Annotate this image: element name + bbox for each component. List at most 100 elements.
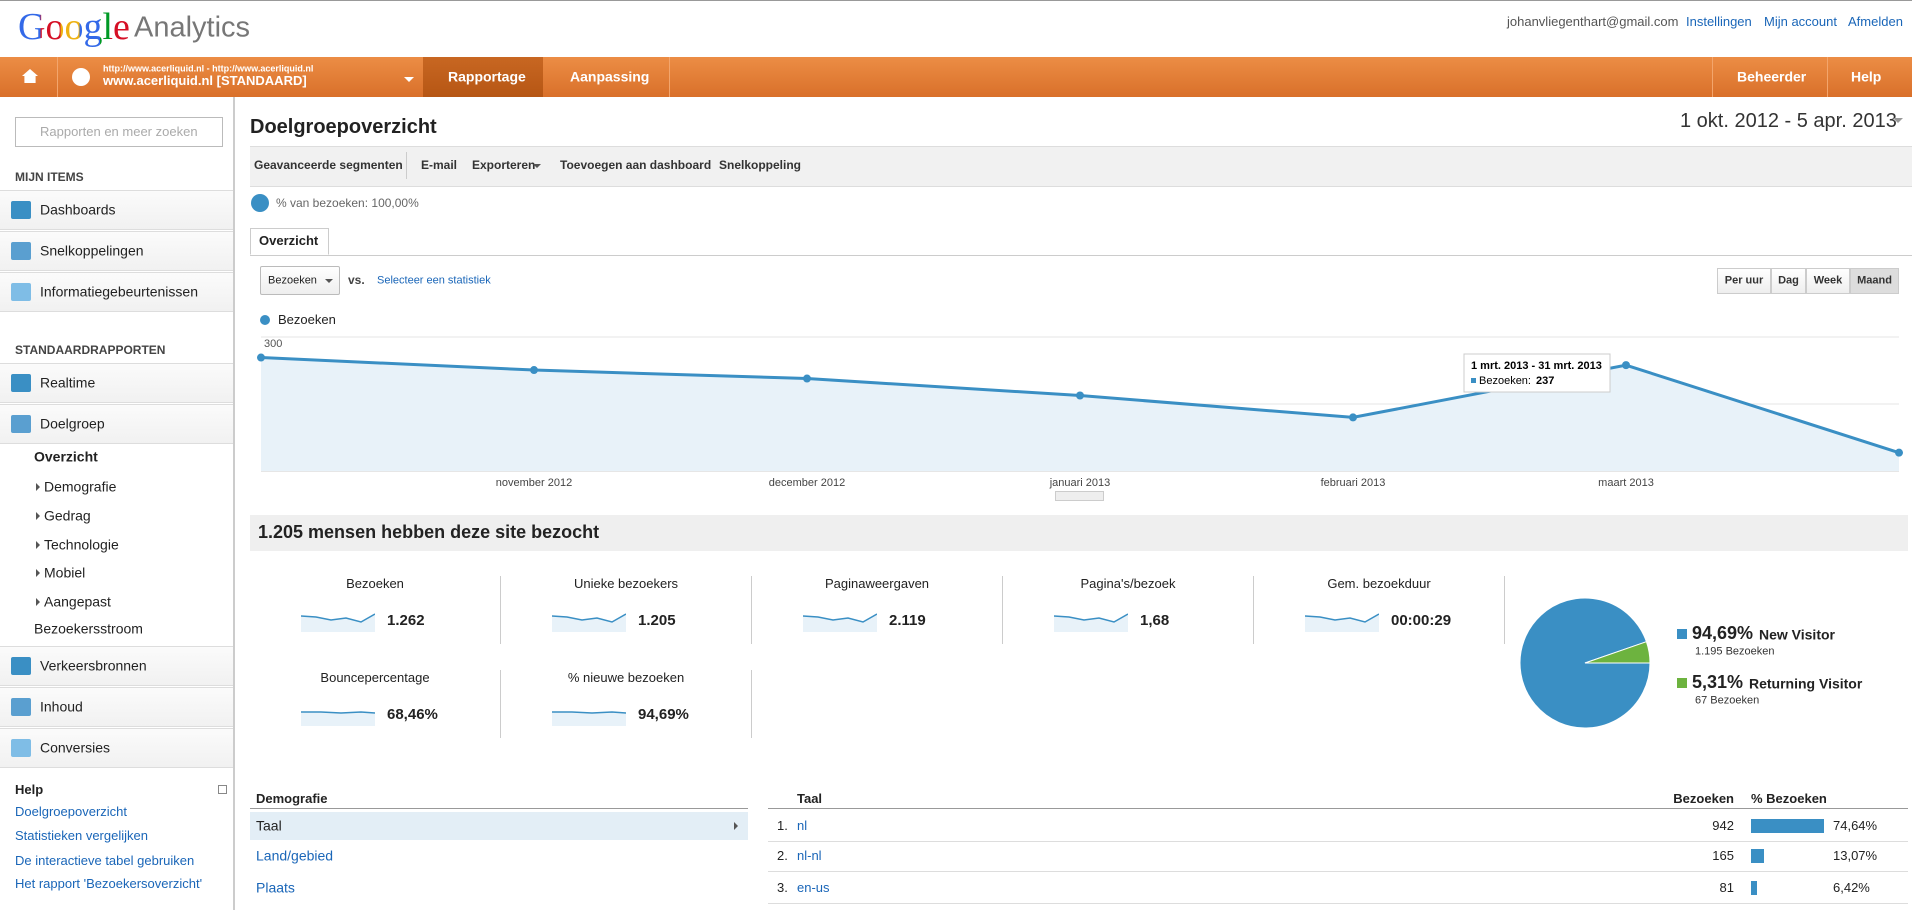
metric-name: Paginaweergaven: [824, 576, 930, 592]
nav-item-bg[interactable]: [0, 363, 233, 403]
granularity-button[interactable]: [1806, 268, 1850, 294]
y-tick-label: 300: [264, 338, 282, 350]
granularity-button[interactable]: [1771, 268, 1806, 294]
row-name[interactable]: nl-nl: [797, 848, 822, 864]
nav-item-bg[interactable]: [0, 231, 233, 271]
granularity-label[interactable]: Dag: [1778, 274, 1799, 287]
nav-item[interactable]: Doelgroep: [40, 415, 105, 432]
toolbar-item[interactable]: Toevoegen aan dashboard: [560, 157, 712, 172]
nav-item-bg[interactable]: [0, 646, 233, 686]
point: [1622, 361, 1630, 370]
expand-arrow: [36, 569, 44, 577]
granularity-button[interactable]: [1850, 268, 1899, 294]
toolbar-item[interactable]: Geavanceerde segmenten: [254, 157, 403, 172]
active-tab-bg: [423, 57, 543, 97]
segment-label: % van bezoeken: 100,00%: [276, 195, 419, 210]
nav-item-icon: [11, 283, 31, 301]
dimension-item[interactable]: Plaats: [256, 879, 295, 896]
right-table-rule: [768, 808, 1908, 809]
row-name[interactable]: nl: [797, 818, 808, 834]
section-title: STANDAARDRAPPORTEN: [15, 342, 166, 357]
dimension-item[interactable]: Taal: [256, 817, 282, 834]
toolbar-item[interactable]: Snelkoppeling: [719, 157, 802, 172]
help-link[interactable]: Statistieken vergelijken: [15, 828, 148, 844]
tab-box[interactable]: [250, 228, 329, 255]
nav-tab[interactable]: Rapportage: [448, 68, 526, 85]
date-dropdown[interactable]: [1893, 118, 1903, 128]
nav-item[interactable]: Informatiegebeurtenissen: [40, 283, 198, 300]
date-range[interactable]: 1 okt. 2012 - 5 apr. 2013: [1680, 110, 1897, 132]
share-bar: [1751, 849, 1764, 863]
column-header: Bezoeken: [1673, 791, 1734, 807]
nav-subitem[interactable]: Mobiel: [44, 564, 86, 581]
metric-separator: [751, 576, 752, 644]
home-icon[interactable]: [22, 69, 38, 83]
header-link[interactable]: Mijn account: [1764, 14, 1837, 30]
row-separator: [768, 903, 1908, 904]
sparkline-line: [552, 613, 626, 623]
site-dropdown[interactable]: [404, 77, 414, 87]
help-link[interactable]: De interactieve tabel gebruiken: [15, 853, 195, 869]
toolbar-item[interactable]: E-mail: [421, 157, 458, 172]
granularity-label[interactable]: Maand: [1857, 274, 1892, 287]
nav-right[interactable]: Beheerder: [1737, 68, 1807, 85]
sparkline: [1305, 613, 1379, 632]
nav-item-bg[interactable]: [0, 404, 233, 444]
nav-right[interactable]: Help: [1851, 68, 1882, 85]
nav-tab[interactable]: Aanpassing: [570, 68, 650, 85]
point: [803, 374, 811, 383]
nav-item[interactable]: Dashboards: [40, 201, 116, 218]
segment-icon[interactable]: [251, 194, 269, 212]
nav-subitem[interactable]: Bezoekersstroom: [34, 620, 143, 637]
header-link[interactable]: Afmelden: [1848, 14, 1903, 30]
dimension-item[interactable]: Land/gebied: [256, 847, 334, 864]
granularity-label[interactable]: Per uur: [1724, 274, 1764, 287]
header-link[interactable]: Instellingen: [1686, 14, 1752, 30]
help-link[interactable]: Het rapport 'Bezoekersoverzicht': [15, 876, 203, 892]
nav-item[interactable]: Conversies: [40, 739, 111, 756]
area: [261, 357, 1899, 471]
point: [1076, 391, 1084, 400]
nav-subitem[interactable]: Demografie: [44, 478, 117, 495]
toolbar-item[interactable]: Exporteren: [472, 157, 536, 172]
metric-value: 94,69%: [638, 706, 689, 723]
site-url[interactable]: http://www.acerliquid.nl - http://www.ac…: [103, 63, 314, 74]
nav-item-bg[interactable]: [0, 272, 233, 312]
search-box[interactable]: [15, 117, 223, 147]
nav-item-icon: [11, 657, 31, 675]
nav-item-icon: [11, 201, 31, 219]
nav-subitem[interactable]: Gedrag: [44, 507, 91, 524]
nav-subitem[interactable]: Overzicht: [34, 448, 98, 465]
x-tick-label: februari 2013: [1321, 477, 1386, 489]
nav-item[interactable]: Snelkoppelingen: [40, 242, 144, 259]
metric-dropdown[interactable]: [325, 279, 333, 287]
help-collapse[interactable]: [218, 785, 227, 794]
tab-label[interactable]: Overzicht: [259, 233, 319, 249]
nav-item[interactable]: Inhoud: [40, 698, 83, 715]
nav-item[interactable]: Verkeersbronnen: [40, 657, 147, 674]
export-arrow[interactable]: [533, 164, 541, 172]
nav-item-icon: [11, 698, 31, 716]
row-name[interactable]: en-us: [797, 880, 830, 896]
metric-select[interactable]: Bezoeken: [268, 274, 317, 287]
nav-item-bg[interactable]: [0, 190, 233, 230]
pie-legend-value: 5,31%: [1692, 672, 1744, 693]
nav-item-bg[interactable]: [0, 687, 233, 727]
help-link[interactable]: Doelgroepoverzicht: [15, 804, 128, 820]
sparkline: [1054, 613, 1128, 632]
sparkline-area: [1305, 614, 1379, 632]
nav-subitem[interactable]: Technologie: [44, 536, 119, 553]
sparkline-line: [1305, 613, 1379, 623]
select-metric[interactable]: Selecteer een statistiek: [377, 274, 491, 287]
row-separator: [768, 871, 1908, 872]
row-share: 13,07%: [1833, 848, 1878, 864]
search-placeholder[interactable]: Rapporten en meer zoeken: [40, 124, 198, 140]
nav-item[interactable]: Realtime: [40, 374, 96, 391]
granularity-label[interactable]: Week: [1813, 274, 1843, 287]
nav-subitem[interactable]: Aangepast: [44, 593, 111, 610]
granularity-button[interactable]: [1717, 268, 1771, 294]
chart-handle[interactable]: [1055, 491, 1104, 501]
nav-item-bg[interactable]: [0, 728, 233, 768]
expand-arrow: [36, 541, 44, 549]
site-name[interactable]: www.acerliquid.nl [STANDAARD]: [103, 73, 307, 89]
